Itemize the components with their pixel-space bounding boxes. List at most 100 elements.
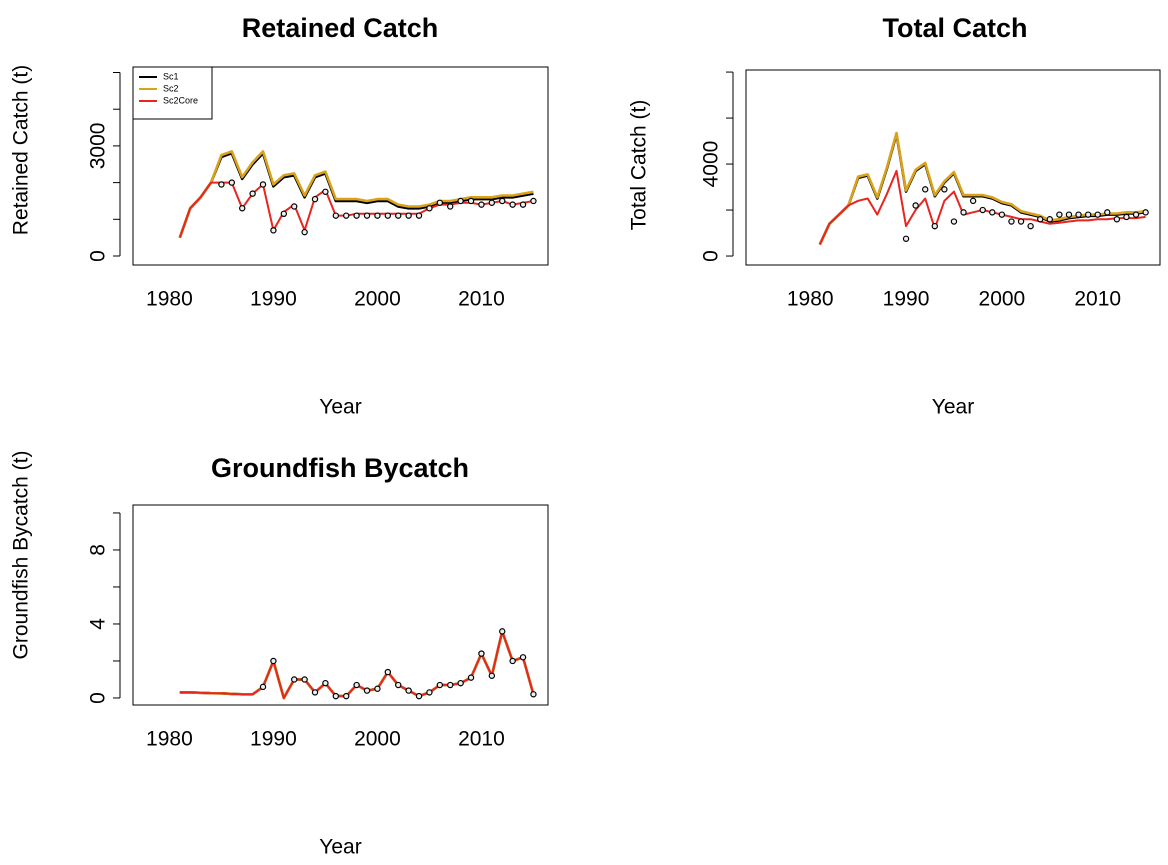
observed-point <box>405 212 412 219</box>
observed-point <box>979 206 986 214</box>
x-tick-label: 2000 <box>979 288 1026 311</box>
x-tick-label: 1990 <box>250 728 297 751</box>
observed-point <box>509 201 516 208</box>
observed-point <box>280 210 288 218</box>
x-tick-label: 1990 <box>250 288 297 311</box>
observed-point <box>374 685 381 692</box>
observed-point <box>902 235 910 242</box>
observed-point <box>509 657 516 665</box>
observed-point <box>467 197 475 205</box>
observed-point <box>343 692 350 700</box>
series-line <box>178 151 534 239</box>
observed-point <box>353 681 360 689</box>
observed-point <box>447 203 454 210</box>
observed-point <box>478 650 485 657</box>
observed-point <box>1027 222 1034 230</box>
observed-point <box>426 205 433 212</box>
observed-point <box>291 203 298 210</box>
observed-point <box>499 197 506 205</box>
observed-point <box>1084 211 1092 218</box>
y-tick-label: 4000 <box>700 141 723 188</box>
y-tick-label: 3000 <box>87 123 110 170</box>
observed-point <box>239 205 246 212</box>
observed-point <box>519 201 527 208</box>
observed-point <box>436 681 444 689</box>
observed-point <box>989 209 996 216</box>
observed-point <box>415 692 423 700</box>
y-tick-label: 8 <box>87 544 110 556</box>
observed-point <box>1113 216 1121 223</box>
observed-point <box>301 228 308 236</box>
x-tick-label: 1980 <box>146 288 193 311</box>
x-tick-label: 2010 <box>458 288 505 311</box>
legend-label: Sc2 <box>163 83 179 93</box>
observed-point <box>912 202 919 209</box>
observed-point <box>950 218 958 225</box>
observed-point <box>922 186 929 193</box>
x-tick-label: 1990 <box>883 288 930 311</box>
observed-point <box>1056 211 1063 218</box>
observed-point <box>405 687 412 694</box>
observed-point <box>488 672 496 679</box>
x-tick-label: 2010 <box>458 728 505 751</box>
observed-point <box>530 691 537 698</box>
chart-title: Total Catch <box>882 13 1027 43</box>
observed-point <box>426 689 433 696</box>
observed-point <box>447 681 454 689</box>
legend: Sc1 Sc2 Sc2Core <box>132 66 213 120</box>
y-tick-label: 0 <box>87 250 110 262</box>
observed-point <box>353 212 360 219</box>
observed-point <box>311 689 319 696</box>
observed-point <box>1037 216 1044 223</box>
chart-title: Retained Catch <box>242 13 439 43</box>
plot-frame <box>745 69 1161 266</box>
observed-point <box>941 186 948 193</box>
observed-point <box>363 687 371 694</box>
plot-frame <box>132 504 549 706</box>
observed-point <box>467 674 475 681</box>
observed-point <box>384 212 392 219</box>
y-tick-label: 4 <box>87 618 110 630</box>
x-tick-label: 2000 <box>354 288 401 311</box>
observed-point <box>363 212 371 219</box>
observed-point <box>218 181 225 188</box>
x-tick-label: 2000 <box>354 728 401 751</box>
observed-point <box>259 181 267 188</box>
x-axis-label: Year <box>319 836 361 859</box>
observed-point <box>259 683 267 691</box>
y-tick-label: 0 <box>87 692 110 704</box>
observed-point <box>270 657 277 665</box>
observed-point <box>332 692 340 700</box>
observed-point <box>1123 213 1130 221</box>
observed-point <box>228 179 236 186</box>
series-line <box>818 132 1146 246</box>
observed-point <box>322 188 329 195</box>
observed-point <box>478 201 485 208</box>
y-tick-label: 0 <box>700 250 723 262</box>
observed-point <box>291 676 298 683</box>
observed-point <box>488 199 496 206</box>
observed-point <box>519 654 527 661</box>
observed-point <box>969 197 977 205</box>
series-line <box>178 150 534 239</box>
chart-title: Groundfish Bycatch <box>211 453 469 483</box>
observed-point <box>1075 211 1082 218</box>
series-line <box>178 181 534 239</box>
observed-point <box>415 212 423 219</box>
y-axis-label: Retained Catch (t) <box>10 65 33 235</box>
observed-point <box>1065 211 1073 218</box>
observed-point <box>1046 216 1053 223</box>
observed-point <box>436 199 444 206</box>
observed-point <box>1017 218 1025 225</box>
observed-point <box>457 679 464 687</box>
x-axis-label: Year <box>319 396 361 419</box>
observed-point <box>249 190 256 197</box>
observed-point <box>499 628 506 635</box>
x-tick-label: 2010 <box>1074 288 1121 311</box>
observed-point <box>1094 211 1101 218</box>
observed-point <box>530 197 537 205</box>
observed-point <box>322 679 329 687</box>
observed-point <box>931 222 938 230</box>
observed-point <box>960 209 967 216</box>
